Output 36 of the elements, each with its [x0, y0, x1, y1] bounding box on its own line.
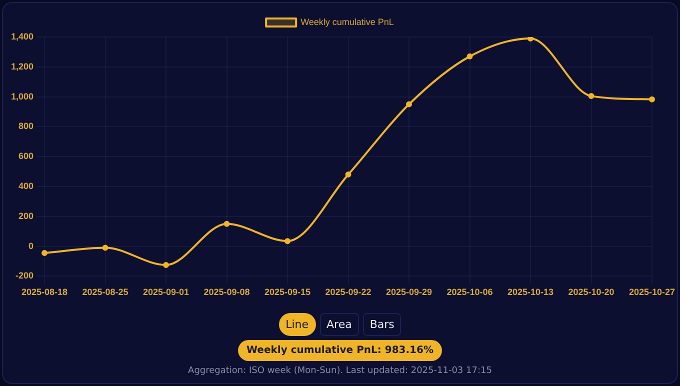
x-tick-label: 2025-10-06: [446, 287, 493, 298]
y-tick-label: 400: [18, 180, 34, 191]
y-tick-label: -200: [16, 270, 34, 281]
point: [588, 93, 594, 100]
y-tick-label: 1,200: [10, 61, 34, 72]
point: [102, 244, 108, 251]
point: [224, 220, 230, 227]
y-tick-label: 1,000: [10, 91, 34, 102]
text: Area: [320, 313, 359, 336]
y-tick-label: 800: [18, 121, 34, 132]
x-tick-label: 2025-09-15: [264, 287, 311, 298]
x-tick-label: 2025-09-08: [204, 287, 250, 298]
point: [649, 96, 655, 102]
x-tick-label: 2025-08-18: [22, 287, 68, 298]
x-tick-label: 2025-10-27: [628, 287, 676, 298]
x-tick-label: 2025-10-20: [568, 287, 614, 298]
point: [466, 53, 473, 60]
legend-label: Weekly cumulative PnL: [300, 16, 394, 27]
y-tick-label: 200: [18, 210, 34, 221]
x-tick-label: 2025-08-25: [82, 287, 128, 298]
text: Aggregation: ISO week (Mon-Sun). Last updated: 2025-11-03 17:15: [187, 366, 493, 376]
x-tick-label: 2025-10-13: [507, 287, 554, 298]
x-tick-label: 2025-09-01: [142, 287, 190, 298]
text: Line: [278, 313, 316, 336]
point: [345, 172, 352, 178]
y-tick-label: 600: [18, 151, 34, 162]
point: [163, 262, 170, 268]
point: [42, 250, 48, 256]
text: Weekly cumulative PnL: 983.16%: [238, 340, 442, 361]
point: [284, 238, 291, 244]
point: [406, 101, 412, 108]
x-tick-label: 2025-09-29: [386, 287, 432, 298]
y-tick-label: 1,400: [10, 31, 34, 42]
text: Bars: [362, 313, 402, 336]
x-tick-label: 2025-09-22: [325, 287, 372, 298]
y-tick-label: 0: [28, 240, 34, 251]
